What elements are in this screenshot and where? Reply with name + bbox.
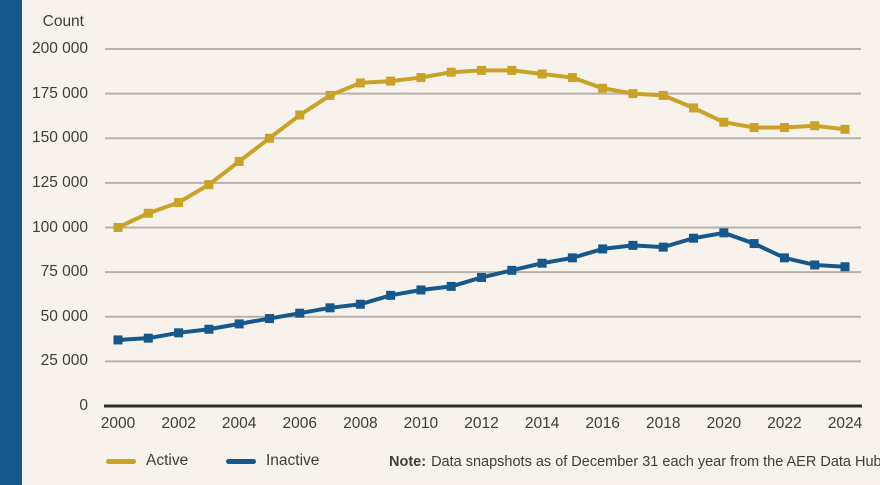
x-tick-label: 2002 bbox=[161, 415, 196, 432]
data-point-active bbox=[204, 180, 214, 190]
data-point-active bbox=[386, 76, 396, 86]
y-tick-label: 150 000 bbox=[31, 129, 88, 147]
data-point-active bbox=[234, 156, 244, 166]
y-tick-label: 25 000 bbox=[40, 352, 88, 370]
y-axis-title: Count bbox=[42, 13, 84, 30]
x-tick-label: 2006 bbox=[282, 415, 317, 432]
data-point-inactive bbox=[507, 265, 517, 275]
left-accent-bar bbox=[0, 0, 22, 485]
data-point-active bbox=[810, 121, 820, 131]
data-point-inactive bbox=[689, 233, 699, 243]
y-tick-label: 0 bbox=[79, 397, 88, 414]
x-tick-label: 2008 bbox=[343, 415, 378, 432]
data-point-active bbox=[143, 208, 153, 218]
data-point-active bbox=[355, 78, 365, 88]
data-point-inactive bbox=[386, 290, 396, 300]
data-point-active bbox=[840, 124, 850, 134]
x-tick-label: 2018 bbox=[646, 415, 681, 432]
y-tick-label: 125 000 bbox=[31, 173, 88, 191]
series-line-inactive bbox=[117, 230, 846, 342]
legend-label-active: Active bbox=[146, 452, 189, 469]
legend-swatch-active bbox=[106, 459, 136, 464]
data-point-inactive bbox=[416, 285, 426, 295]
chart-note: Note: Data snapshots as of December 31 ea… bbox=[389, 454, 880, 470]
x-tick-label: 2022 bbox=[767, 415, 802, 432]
y-tick-label: 175 000 bbox=[31, 84, 88, 102]
data-point-inactive bbox=[719, 228, 729, 238]
data-point-inactive bbox=[264, 314, 274, 324]
x-tick-label: 2004 bbox=[221, 415, 257, 432]
legend-label-inactive: Inactive bbox=[266, 452, 320, 469]
data-point-active bbox=[477, 65, 486, 75]
data-point-inactive bbox=[204, 324, 214, 334]
data-point-inactive bbox=[446, 281, 456, 291]
data-point-inactive bbox=[779, 253, 789, 263]
data-point-inactive bbox=[113, 335, 123, 345]
x-tick-label: 2020 bbox=[706, 415, 742, 432]
data-point-active bbox=[658, 90, 668, 100]
data-point-active bbox=[749, 123, 759, 133]
data-point-inactive bbox=[355, 299, 365, 309]
data-point-inactive bbox=[537, 258, 547, 268]
data-point-inactive bbox=[295, 308, 305, 318]
data-point-inactive bbox=[477, 272, 486, 282]
data-point-inactive bbox=[143, 333, 153, 343]
data-point-active bbox=[537, 69, 547, 79]
x-tick-label: 2012 bbox=[464, 415, 499, 432]
data-point-active bbox=[779, 123, 789, 133]
y-tick-label: 75 000 bbox=[40, 263, 88, 281]
x-tick-label: 2000 bbox=[100, 415, 136, 432]
note-label: Note: bbox=[389, 454, 427, 470]
data-point-active bbox=[719, 117, 729, 127]
data-point-active bbox=[113, 223, 123, 232]
data-point-inactive bbox=[234, 319, 244, 329]
data-point-inactive bbox=[325, 303, 335, 313]
data-point-active bbox=[325, 90, 335, 100]
data-point-active bbox=[567, 73, 577, 83]
data-point-active bbox=[264, 133, 274, 143]
data-point-inactive bbox=[628, 240, 638, 250]
legend-swatch-inactive bbox=[226, 459, 256, 464]
data-point-inactive bbox=[174, 328, 184, 338]
x-tick-label: 2010 bbox=[403, 415, 439, 432]
data-point-active bbox=[598, 83, 608, 93]
y-tick-label: 200 000 bbox=[31, 40, 88, 57]
x-tick-label: 2024 bbox=[827, 415, 863, 432]
data-point-active bbox=[295, 110, 305, 120]
data-point-inactive bbox=[658, 242, 668, 252]
data-point-inactive bbox=[598, 244, 608, 254]
data-point-inactive bbox=[567, 253, 577, 263]
data-point-active bbox=[507, 65, 517, 75]
x-tick-label: 2016 bbox=[585, 415, 620, 432]
data-point-inactive bbox=[749, 239, 759, 249]
data-point-active bbox=[628, 89, 638, 99]
data-point-inactive bbox=[840, 262, 850, 272]
y-tick-label: 100 000 bbox=[31, 218, 88, 236]
data-point-inactive bbox=[810, 260, 820, 270]
y-tick-label: 50 000 bbox=[40, 307, 88, 325]
data-point-active bbox=[174, 198, 184, 208]
data-point-active bbox=[446, 67, 456, 77]
x-tick-label: 2014 bbox=[524, 415, 560, 432]
note-text: Data snapshots as of December 31 each ye… bbox=[431, 454, 880, 470]
data-point-active bbox=[416, 73, 426, 83]
data-point-active bbox=[689, 103, 699, 113]
